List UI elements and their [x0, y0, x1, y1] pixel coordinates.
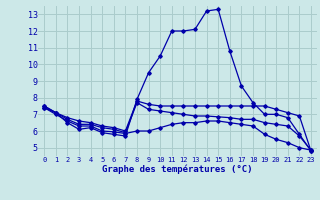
X-axis label: Graphe des températures (°C): Graphe des températures (°C): [102, 164, 253, 174]
